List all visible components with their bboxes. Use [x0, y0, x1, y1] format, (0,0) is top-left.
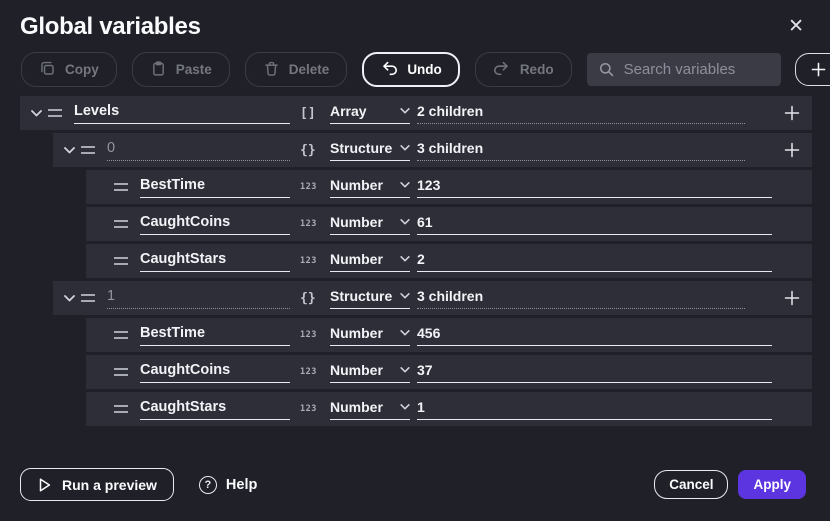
chevron-down-icon [400, 403, 410, 409]
drag-handle[interactable] [81, 294, 95, 302]
add-child-variable-button[interactable] [784, 105, 800, 121]
structure-type-icon: {} [300, 290, 316, 306]
variable-type-select[interactable]: Number [330, 399, 410, 420]
variable-row[interactable]: CaughtCoins 123 Number 37 [86, 355, 812, 389]
undo-button[interactable]: Undo [362, 52, 460, 87]
delete-button[interactable]: Delete [244, 52, 348, 87]
trash-icon [263, 60, 280, 80]
variable-row[interactable]: CaughtCoins 123 Number 61 [86, 207, 812, 241]
drag-handle[interactable] [114, 331, 128, 339]
variable-row[interactable]: BestTime 123 Number 123 [86, 170, 812, 204]
variable-name-field[interactable]: 0 [107, 140, 290, 161]
number-type-icon: 123 [300, 256, 317, 266]
variables-table: Levels [] Array 2 children 0 {} Structur… [0, 96, 830, 426]
number-type-icon: 123 [300, 182, 317, 192]
page-title: Global variables [20, 13, 201, 40]
undo-icon [380, 59, 398, 80]
variable-row[interactable]: CaughtStars 123 Number 1 [86, 392, 812, 426]
number-type-icon: 123 [300, 330, 317, 340]
variable-type-select[interactable]: Number [330, 251, 410, 272]
variable-name-field[interactable]: CaughtCoins [140, 362, 290, 383]
copy-icon [39, 60, 56, 80]
help-icon: ? [198, 475, 217, 494]
number-type-icon: 123 [300, 367, 317, 377]
search-box[interactable] [586, 53, 781, 86]
cancel-button[interactable]: Cancel [654, 470, 729, 499]
close-icon[interactable]: ✕ [788, 16, 804, 37]
chevron-down-icon [400, 366, 410, 372]
variable-row[interactable]: Levels [] Array 2 children [20, 96, 812, 130]
add-child-variable-button[interactable] [784, 290, 800, 306]
variable-value-field[interactable]: 456 [417, 325, 772, 346]
number-type-icon: 123 [300, 219, 317, 229]
structure-type-icon: {} [300, 142, 316, 158]
variable-row[interactable]: 1 {} Structure 3 children [53, 281, 812, 315]
chevron-down-icon[interactable] [61, 294, 77, 302]
variable-name-field[interactable]: CaughtCoins [140, 214, 290, 235]
chevron-down-icon [400, 181, 410, 187]
add-variable-button[interactable]: Add variable [794, 53, 830, 86]
variable-value-field[interactable]: 2 children [417, 103, 745, 124]
variable-type-select[interactable]: Structure [330, 140, 410, 161]
variable-type-select[interactable]: Number [330, 362, 410, 383]
help-button[interactable]: ? Help [198, 475, 257, 494]
variable-value-field[interactable]: 2 [417, 251, 772, 272]
add-child-variable-button[interactable] [784, 142, 800, 158]
paste-button[interactable]: Paste [131, 52, 230, 87]
array-type-icon: [] [300, 105, 316, 121]
chevron-down-icon [400, 329, 410, 335]
drag-handle[interactable] [48, 109, 62, 117]
redo-button[interactable]: Redo [474, 52, 572, 87]
variable-value-field[interactable]: 1 [417, 399, 772, 420]
variable-type-select[interactable]: Array [330, 103, 410, 124]
chevron-down-icon [400, 107, 410, 113]
variable-type-select[interactable]: Number [330, 325, 410, 346]
chevron-down-icon [400, 292, 410, 298]
variable-name-field[interactable]: BestTime [140, 177, 290, 198]
variable-name-field[interactable]: 1 [107, 288, 290, 309]
variable-value-field[interactable]: 3 children [417, 288, 745, 309]
drag-handle[interactable] [114, 257, 128, 265]
variable-value-field[interactable]: 37 [417, 362, 772, 383]
variable-row[interactable]: BestTime 123 Number 456 [86, 318, 812, 352]
search-input[interactable] [623, 61, 770, 78]
drag-handle[interactable] [81, 146, 95, 154]
chevron-down-icon[interactable] [61, 146, 77, 154]
variable-value-field[interactable]: 123 [417, 177, 772, 198]
variable-row[interactable]: 0 {} Structure 3 children [53, 133, 812, 167]
search-icon [598, 61, 615, 78]
paste-icon [150, 60, 167, 80]
variable-value-field[interactable]: 3 children [417, 140, 745, 161]
plus-icon [811, 62, 826, 77]
chevron-down-icon [400, 255, 410, 261]
drag-handle[interactable] [114, 220, 128, 228]
run-preview-button[interactable]: Run a preview [20, 468, 174, 501]
chevron-down-icon [400, 218, 410, 224]
drag-handle[interactable] [114, 405, 128, 413]
toolbar: Copy Paste Delete Undo Redo Add variable [21, 52, 830, 87]
variable-row[interactable]: CaughtStars 123 Number 2 [86, 244, 812, 278]
copy-button[interactable]: Copy [21, 52, 117, 87]
variable-name-field[interactable]: Levels [74, 103, 290, 124]
drag-handle[interactable] [114, 183, 128, 191]
chevron-down-icon[interactable] [28, 109, 44, 117]
variable-type-select[interactable]: Number [330, 177, 410, 198]
dialog-footer: Run a preview ? Help Cancel Apply [20, 468, 806, 501]
variable-type-select[interactable]: Structure [330, 288, 410, 309]
chevron-down-icon [400, 144, 410, 150]
redo-icon [493, 59, 511, 80]
variable-name-field[interactable]: BestTime [140, 325, 290, 346]
apply-button[interactable]: Apply [738, 470, 806, 499]
variable-type-select[interactable]: Number [330, 214, 410, 235]
dialog-header: Global variables ✕ [0, 0, 830, 41]
variable-name-field[interactable]: CaughtStars [140, 399, 290, 420]
play-icon [37, 477, 52, 493]
variable-value-field[interactable]: 61 [417, 214, 772, 235]
variable-name-field[interactable]: CaughtStars [140, 251, 290, 272]
number-type-icon: 123 [300, 404, 317, 414]
drag-handle[interactable] [114, 368, 128, 376]
